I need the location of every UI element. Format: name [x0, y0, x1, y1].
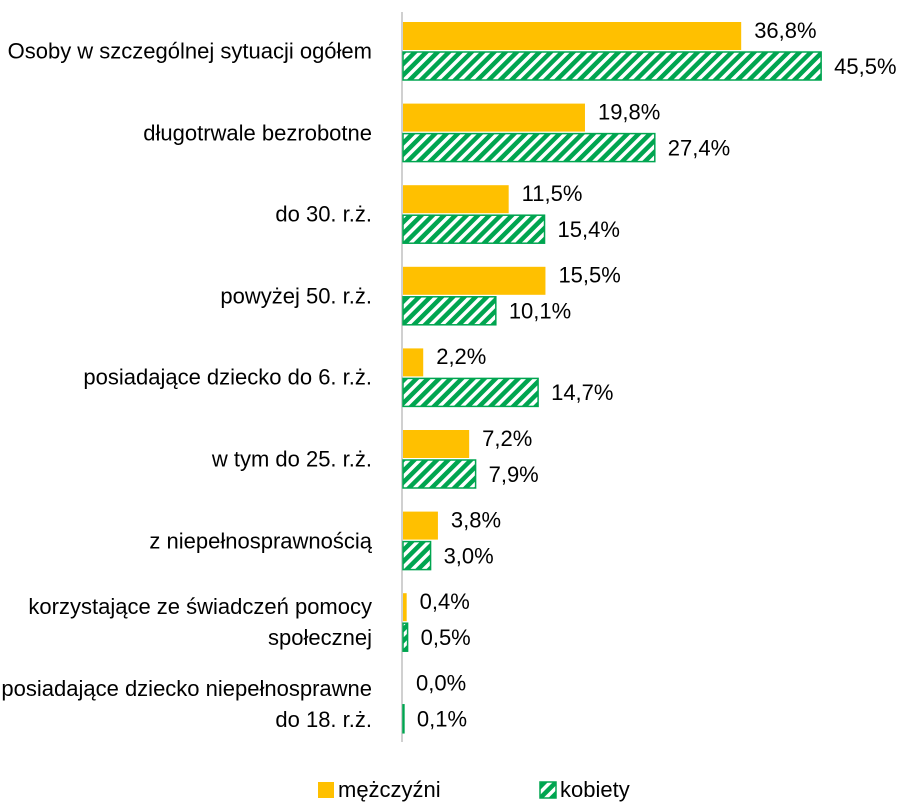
bar [403, 185, 509, 214]
bar [402, 377, 539, 408]
value-label: 0,1% [417, 707, 467, 732]
bar [402, 296, 497, 326]
value-label: 0,5% [421, 625, 471, 650]
legend-label: kobiety [560, 777, 630, 802]
legend-swatch [539, 781, 557, 799]
bar [402, 459, 477, 489]
bar [402, 51, 822, 81]
category-label: do 30. r.ż. [275, 201, 372, 227]
value-label: 27,4% [668, 135, 730, 160]
bar [403, 511, 438, 540]
value-label: 3,0% [444, 543, 494, 568]
bar [402, 622, 409, 652]
legend-swatch [318, 782, 334, 798]
bar [403, 430, 470, 458]
bar [402, 132, 656, 163]
value-label: 11,5% [522, 181, 583, 206]
value-label: 0,0% [416, 671, 466, 696]
category-label: korzystające ze świadczeń pomocy społecz… [28, 594, 372, 651]
value-label: 15,5% [558, 263, 620, 288]
bar [403, 22, 742, 50]
bar [403, 593, 407, 622]
value-label: 19,8% [598, 99, 660, 124]
bar [403, 103, 585, 132]
bar [403, 266, 546, 295]
category-label: długotrwale bezrobotne [143, 120, 372, 146]
category-label: posiadające dziecko niepełnosprawne do 1… [1, 675, 372, 732]
category-label: z niepełnosprawnością [149, 528, 372, 554]
value-label: 15,4% [558, 217, 620, 242]
value-label: 3,8% [451, 507, 501, 532]
legend-label: mężczyźni [338, 777, 441, 802]
value-label: 10,1% [509, 299, 571, 324]
category-label: posiadające dziecko do 6. r.ż. [83, 364, 372, 390]
value-label: 0,4% [420, 589, 470, 614]
bar [402, 704, 405, 734]
value-label: 2,2% [436, 344, 486, 369]
bar [402, 540, 432, 571]
category-label: w tym do 25. r.ż. [211, 446, 372, 472]
bar [403, 348, 424, 377]
value-label: 36,8% [754, 18, 816, 43]
value-label: 7,2% [482, 426, 532, 451]
category-label: powyżej 50. r.ż. [220, 283, 372, 309]
value-label: 7,9% [489, 462, 539, 487]
category-label: Osoby w szczególnej sytuacji ogółem [7, 38, 372, 64]
value-label: 14,7% [551, 380, 613, 405]
bar [402, 214, 546, 244]
value-label: 45,5% [834, 54, 896, 79]
